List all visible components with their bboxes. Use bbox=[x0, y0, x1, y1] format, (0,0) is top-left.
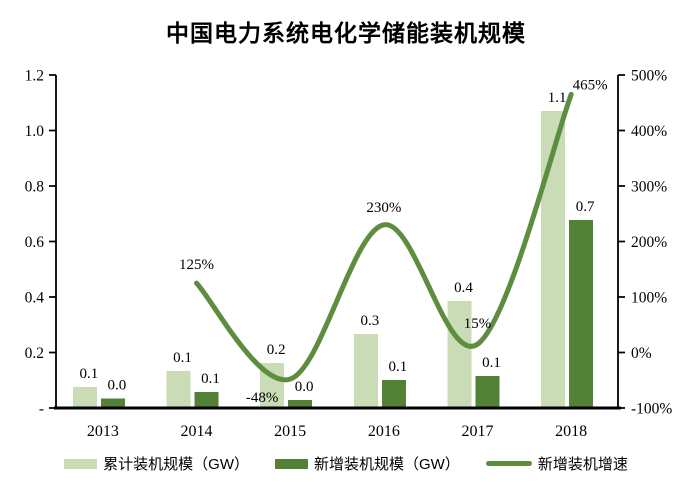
growth-rate-label-2018: 465% bbox=[573, 77, 608, 93]
x-axis-label-2014: 2014 bbox=[181, 423, 213, 440]
y-axis-left-tick-label: 0.6 bbox=[25, 234, 45, 251]
y-axis-right-tick-label: 100% bbox=[631, 290, 667, 307]
growth-rate-line bbox=[194, 91, 574, 383]
growth-rate-label-2016: 230% bbox=[366, 200, 401, 216]
bar-new-installed-2017 bbox=[475, 376, 500, 408]
chart-title: 中国电力系统电化学储能装机规模 bbox=[166, 20, 526, 46]
y-axis-left-tick-label: 0.2 bbox=[25, 345, 44, 362]
y-axis-right bbox=[617, 74, 625, 409]
legend-swatch-cumulative-bar bbox=[64, 458, 98, 469]
x-axis-label-2015: 2015 bbox=[274, 423, 306, 440]
legend-label-new-installed: 新增装机规模（GW） bbox=[313, 456, 460, 473]
bar-new-installed-2015 bbox=[288, 400, 313, 408]
y-axis-right-tick-label: 0% bbox=[631, 345, 652, 362]
growth-rate-label-2015: -48% bbox=[246, 390, 279, 406]
legend-swatch-new-installed-bar bbox=[274, 458, 308, 469]
bar-cumulative-2018 bbox=[541, 111, 566, 408]
chart-legend: 累计装机规模（GW） 新增装机规模（GW） 新增装机增速 bbox=[0, 453, 692, 474]
y-axis-right-tick-label: 400% bbox=[631, 123, 667, 140]
growth-rate-label-2017: 15% bbox=[464, 316, 492, 332]
bar-new-installed-label-2017: 0.1 bbox=[482, 355, 501, 371]
bar-new-installed-label-2016: 0.1 bbox=[388, 359, 407, 375]
bar-cumulative-label-2018: 1.1 bbox=[548, 90, 567, 106]
growth-rate-label-2014: 125% bbox=[179, 257, 214, 273]
bar-new-installed-2016 bbox=[381, 380, 406, 408]
y-axis-left bbox=[49, 74, 57, 409]
x-axis-label-2017: 2017 bbox=[462, 423, 494, 440]
y-axis-left-tick-label: 1.0 bbox=[25, 123, 45, 140]
bar-new-installed-2013 bbox=[100, 398, 125, 408]
x-axis-label-2016: 2016 bbox=[368, 423, 400, 440]
bar-cumulative-2014 bbox=[166, 371, 191, 408]
bar-cumulative-2016 bbox=[353, 333, 378, 408]
bar-new-installed-label-2018: 0.7 bbox=[576, 199, 595, 215]
x-axis-label-2018: 2018 bbox=[555, 423, 587, 440]
bar-cumulative-label-2016: 0.3 bbox=[360, 313, 379, 329]
chart-plot-area: 1.2 500% 1.0 400% 0.8 300% 0.6 200% 0.4 100% 0.2 0%… bbox=[25, 68, 673, 441]
y-axis-left-tick-label: 0.8 bbox=[25, 179, 45, 196]
y-axis-left-tick-label: - bbox=[39, 401, 44, 418]
legend-item-new-installed: 新增装机规模（GW） bbox=[274, 453, 460, 474]
bar-cumulative-label-2015: 0.2 bbox=[267, 342, 286, 358]
x-axis-label-2013: 2013 bbox=[87, 423, 119, 440]
y-axis-left-tick-label: 0.4 bbox=[25, 290, 45, 307]
y-axis-right-tick-label: -100% bbox=[631, 401, 672, 418]
y-axis-right-tick-label: 200% bbox=[631, 234, 667, 251]
bar-cumulative-label-2014: 0.1 bbox=[173, 350, 192, 366]
legend-item-cumulative: 累计装机规模（GW） bbox=[64, 453, 249, 474]
legend-swatch-growth-line bbox=[485, 461, 532, 466]
bar-new-installed-label-2014: 0.1 bbox=[201, 371, 220, 387]
bar-new-installed-label-2015: 0.0 bbox=[295, 379, 314, 395]
bar-new-installed-2014 bbox=[194, 391, 219, 408]
legend-label-cumulative: 累计装机规模（GW） bbox=[103, 456, 249, 473]
bar-new-installed-label-2013: 0.0 bbox=[107, 377, 126, 393]
legend-item-growth-rate: 新增装机增速 bbox=[485, 453, 628, 474]
bar-cumulative-label-2013: 0.1 bbox=[79, 366, 98, 382]
bar-new-installed-2018 bbox=[569, 220, 594, 408]
y-axis-right-tick-label: 300% bbox=[631, 179, 667, 196]
y-axis-right-tick-label: 500% bbox=[631, 68, 667, 85]
bar-cumulative-2017 bbox=[447, 300, 472, 408]
y-axis-left-tick-label: 1.2 bbox=[25, 68, 44, 85]
bar-cumulative-label-2017: 0.4 bbox=[454, 280, 473, 296]
legend-label-growth-rate: 新增装机增速 bbox=[537, 456, 628, 473]
bar-cumulative-2013 bbox=[72, 386, 97, 408]
